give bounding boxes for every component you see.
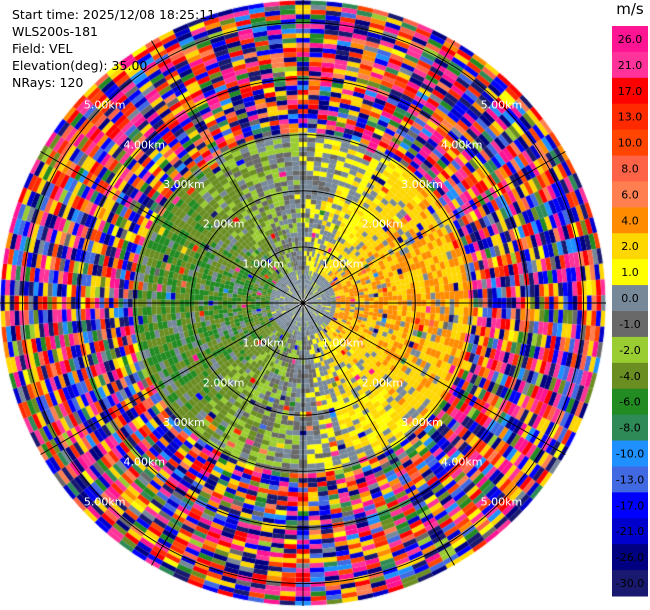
ring-label: 1.00km [322,337,364,350]
colorbar-tick: 21.0 [618,59,643,72]
colorbar-tick: 13.0 [618,111,643,124]
ring-label: 5.00km [481,495,523,508]
colorbar-tick: -17.0 [616,499,644,512]
colorbar-bin [612,207,648,234]
ring-label: 2.00km [362,218,404,231]
colorbar-tick: 2.0 [621,240,639,253]
colorbar-tick: 0.0 [621,292,639,305]
colorbar-bin [612,362,648,390]
colorbar-tick: 6.0 [621,188,639,201]
spoke-300 [40,151,304,304]
spoke-60 [302,151,566,304]
colorbar-bin [612,129,648,157]
ring-label: 3.00km [401,178,443,191]
colorbar-tick: -26.0 [616,551,644,564]
colorbar-bin [612,414,648,442]
range-ring [246,246,360,360]
ring-label: 1.00km [322,257,364,270]
colorbar-tick: -8.0 [619,422,640,435]
ring-label: 4.00km [124,456,166,469]
colorbar-bin [612,51,648,79]
colorbar-tick: 26.0 [618,33,643,46]
colorbar-bin [612,26,648,53]
instrument-label: WLS200s-181 [12,24,98,39]
range-ring [78,78,528,528]
colorbar-bin [612,311,648,338]
ring-label: 2.00km [362,376,404,389]
colorbar-tick: 10.0 [618,137,643,150]
colorbar-bin [612,466,648,493]
colorbar-tick: 1.0 [621,266,639,279]
spoke-240 [40,302,304,455]
colorbar-tick: -6.0 [619,396,640,409]
ring-label: 4.00km [441,138,483,151]
colorbar-tick: -21.0 [616,525,644,538]
colorbar-bin [612,181,648,208]
ring-label: 2.00km [203,218,245,231]
nrays-label: NRays: 120 [12,75,84,90]
colorbar-tick: -1.0 [619,318,640,331]
ring-label: 5.00km [481,99,523,112]
spoke-330 [151,40,304,304]
colorbar-bin [612,285,648,312]
ring-label: 5.00km [84,495,126,508]
colorbar-tick: 17.0 [618,85,643,98]
range-ring [21,21,585,585]
range-ring [134,134,472,472]
ring-label: 4.00km [441,456,483,469]
spoke-30 [302,40,455,304]
colorbar-bin [612,77,648,105]
colorbar-bin [612,259,648,286]
colorbar-unit: m/s [616,0,644,18]
ring-label: 3.00km [401,416,443,429]
colorbar-tick: -10.0 [616,448,644,461]
colorbar-tick: -13.0 [616,473,644,486]
range-ring [190,190,416,416]
start-time-label: Start time: 2025/12/08 18:25:11 [12,7,216,22]
colorbar-bin [612,103,648,131]
colorbar-bin [612,233,648,260]
ring-label: 1.00km [243,257,285,270]
elevation-label: Elevation(deg): 35.00 [12,58,148,73]
ring-label: 5.00km [84,99,126,112]
colorbar-bin [612,388,648,416]
ring-label: 3.00km [163,416,205,429]
colorbar-bin [612,570,648,597]
ring-label: 2.00km [203,376,245,389]
ring-label: 1.00km [243,337,285,350]
colorbar-bin [612,492,648,519]
colorbar-bin [612,440,648,467]
colorbar-tick: -2.0 [619,344,640,357]
field-label: Field: VEL [12,41,73,56]
colorbar-tick: 4.0 [621,214,639,227]
spoke-210 [151,302,304,566]
scan-info: Start time: 2025/12/08 18:25:11 WLS200s-… [12,6,215,91]
colorbar-tick: -4.0 [619,370,640,383]
ring-label: 4.00km [124,138,166,151]
colorbar-bin [612,544,648,571]
colorbar-tick: -30.0 [616,577,644,590]
colorbar-bin [612,155,648,182]
colorbar-tick: 8.0 [621,163,639,176]
ring-label: 3.00km [163,178,205,191]
colorbar-bin [612,336,648,364]
colorbar-bin [612,518,648,545]
spoke-150 [302,302,455,566]
spoke-120 [302,302,566,455]
